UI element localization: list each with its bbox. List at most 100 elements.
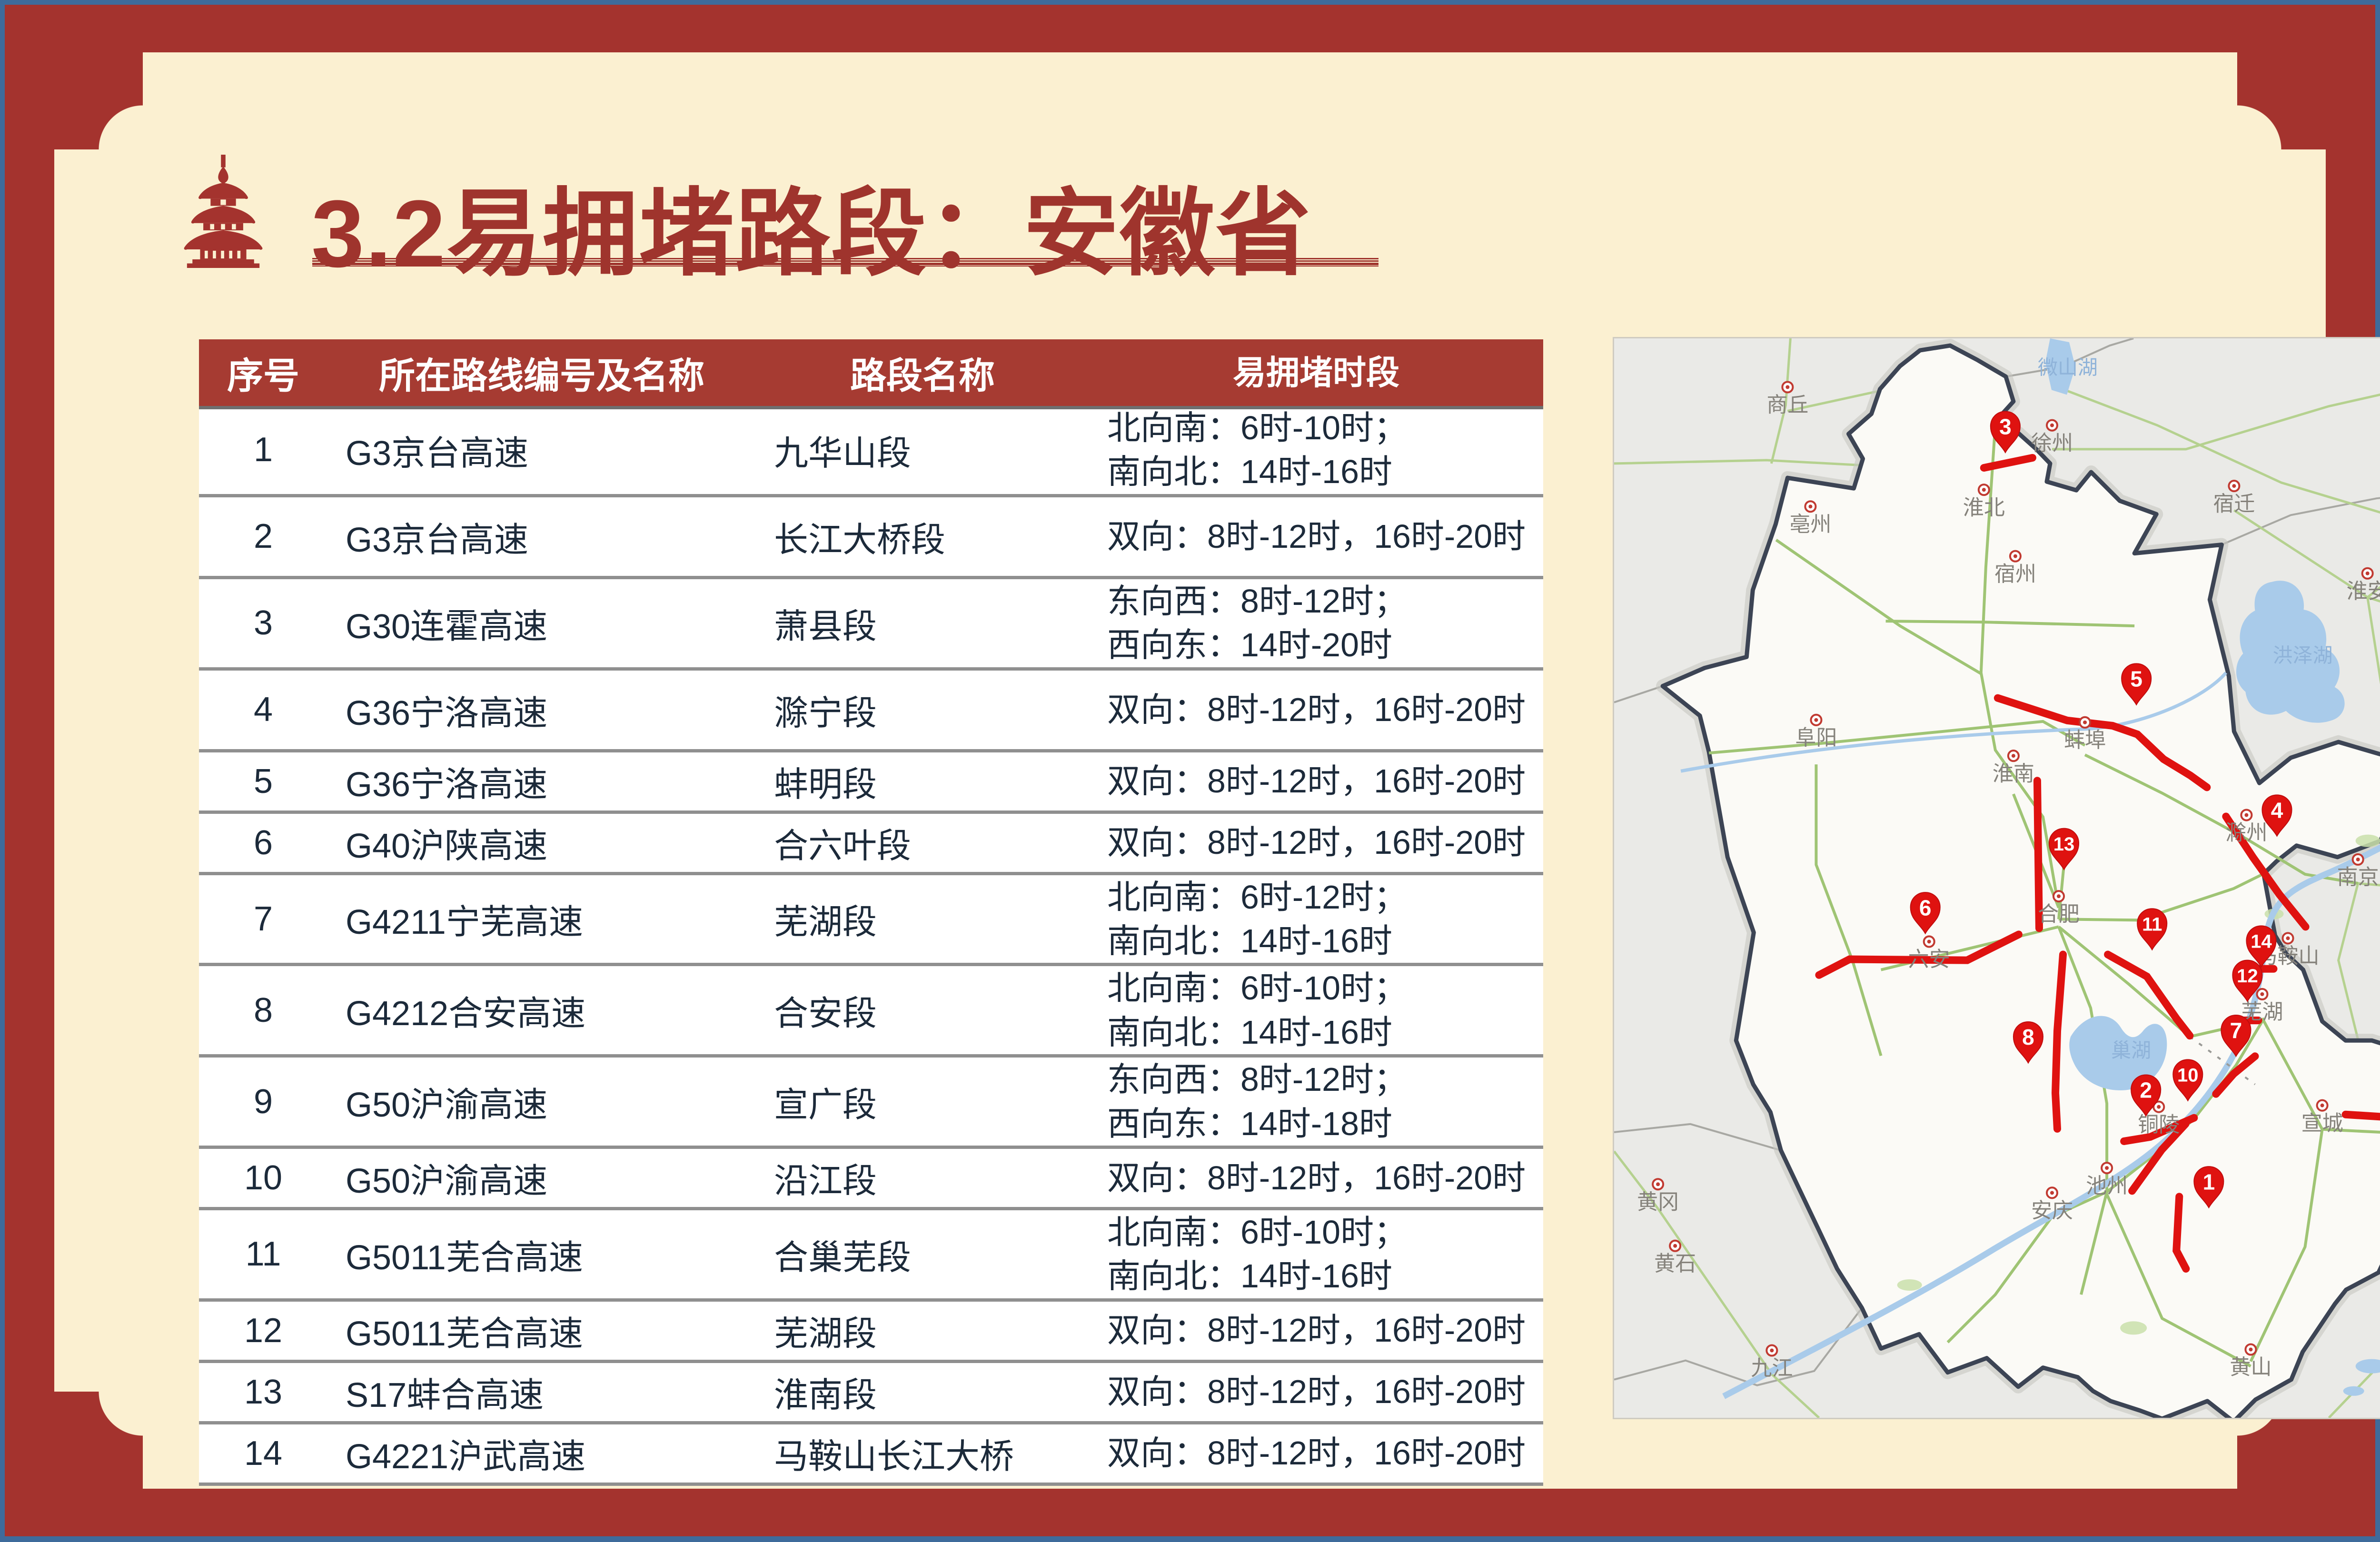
city-label: 宿州 [1994,563,2036,586]
pin-number: 5 [2130,667,2142,692]
map-city: 商丘 [1766,381,1808,417]
city-label: 黄冈 [1637,1190,1679,1214]
cell-no: 14 [244,1434,283,1473]
map-pin-1: 1 [2193,1166,2224,1209]
cell-section: 芜湖段 [774,903,877,942]
header-no: 序号 [227,356,299,396]
table-row: 6 G40沪陕高速 合六叶段 双向：8时-12时，16时-20时 [199,813,1543,875]
pin-number: 6 [1919,895,1932,920]
anhui-map: 商丘徐州连云港亳州淮北宿迁宿州淮安阜阳蚌埠淮南滁州扬州南京镇江合肥六安马鞍山芜湖… [1613,337,2380,1419]
map-city: 宿州 [1994,550,2036,586]
cell-section: 萧县段 [774,607,877,646]
cell-section: 长江大桥段 [774,521,946,559]
pin-number: 2 [2140,1078,2152,1103]
cell-route: G50沪渝高速 [346,1162,548,1201]
cell-section: 沿江段 [774,1162,877,1201]
city-label: 安庆 [2031,1199,2073,1222]
cell-no: 10 [244,1158,283,1197]
cell-route: S17蚌合高速 [346,1376,544,1415]
cell-section: 马鞍山长江大桥 [774,1438,1014,1476]
corner-ornament-bottom-left [54,1392,143,1489]
map-city: 淮安 [2347,567,2380,603]
map-pin-14: 14 [2246,925,2277,968]
city-label: 池州 [2086,1174,2128,1197]
map-pin-12: 12 [2232,959,2263,1002]
cell-route: G36宁洛高速 [346,694,548,732]
cell-no: 7 [253,900,273,938]
cell-time: 双向：8时-12时，16时-20时 [1107,1434,1526,1472]
city-label: 亳州 [1789,513,1831,536]
map-pin-10: 10 [2172,1059,2203,1102]
cell-time: 双向：8时-12时，16时-20时 [1107,518,1526,555]
cell-no: 8 [253,991,273,1029]
cell-section: 淮南段 [774,1376,877,1415]
city-label: 淮南 [1993,762,2034,785]
cell-route: G50沪渝高速 [346,1086,548,1125]
cell-section: 滁宁段 [774,694,877,732]
map-city: 宿迁 [2213,480,2255,515]
cell-time: 双向：8时-12时，16时-20时 [1107,1159,1526,1196]
pin-number: 3 [1999,415,2012,439]
cell-route: G3京台高速 [346,521,529,559]
city-label: 合肥 [2038,902,2080,926]
cell-time: 东向西：8时-12时； 西向东：14时-18时 [1107,1061,1408,1142]
page-title: 3.2易拥堵路段：安徽省 [311,181,1312,287]
cell-route: G4212合安高速 [346,995,586,1033]
chao-lake [2069,1016,2167,1090]
table-row: 11 G5011芜合高速 合巢芜段 北向南：6时-10时； 南向北：14时-16时 [199,1210,1543,1302]
cell-section: 芜湖段 [774,1315,877,1354]
city-label: 徐州 [2031,432,2073,455]
header-section: 路段名称 [850,356,995,396]
map-city: 淮南 [1993,750,2034,785]
map-pin-11: 11 [2137,908,2168,951]
city-label: 黄石 [1654,1252,1696,1275]
cell-time: 双向：8时-12时，16时-20时 [1107,762,1526,800]
header-route: 所在路线编号及名称 [379,356,704,396]
neighbor-borders [1614,338,2380,1386]
map-city: 淮北 [1963,484,2005,519]
cell-route: G5011芜合高速 [346,1238,583,1277]
cell-no: 9 [253,1082,273,1121]
cell-route: G36宁洛高速 [346,766,548,804]
title-underline [312,258,1378,267]
congestion-table: 序号 所在路线编号及名称 路段名称 易拥堵时段 1 G3京台高速 九华山段 北向南：6… [199,339,1543,1486]
map-city: 池州 [2086,1162,2128,1197]
header-time: 易拥堵时段 [1233,354,1399,391]
cell-section: 蚌明段 [774,766,877,804]
pagoda-icon [184,155,263,268]
cell-time: 双向：8时-12时，16时-20时 [1107,824,1526,861]
city-label: 蚌埠 [2064,729,2106,752]
cell-no: 13 [244,1373,283,1411]
map-pin-13: 13 [2048,828,2080,871]
corner-ornament-top-right [2237,52,2326,149]
map-city: 黄石 [1654,1239,1696,1275]
map-city: 马鞍山 [2256,932,2320,968]
pin-number: 12 [2237,966,2258,987]
pin-number: 1 [2203,1169,2215,1194]
map-canvas: 商丘徐州连云港亳州淮北宿迁宿州淮安阜阳蚌埠淮南滁州扬州南京镇江合肥六安马鞍山芜湖… [1614,338,2380,1418]
map-pin-8: 8 [2013,1021,2043,1064]
cell-no: 2 [253,517,273,556]
cell-time: 双向：8时-12时，16时-20时 [1107,691,1526,728]
cell-route: G5011芜合高速 [346,1315,583,1354]
cell-time: 北向南：6时-10时； 南向北：14时-16时 [1107,409,1408,491]
cell-no: 12 [244,1311,283,1350]
table-row: 13 S17蚌合高速 淮南段 双向：8时-12时，16时-20时 [199,1363,1543,1424]
city-label: 滁州 [2225,821,2267,845]
map-city: 亳州 [1789,500,1831,536]
map-city: 徐州 [2031,419,2073,455]
city-label: 九江 [1751,1357,1793,1380]
province-shape [1656,339,2380,1418]
table-row: 5 G36宁洛高速 蚌明段 双向：8时-12时，16时-20时 [199,752,1543,814]
map-pin-4: 4 [2261,794,2292,837]
cell-route: G3京台高速 [346,434,529,473]
map-city: 六安 [1908,935,1950,971]
cell-route: G4221沪武高速 [346,1438,586,1476]
cell-time: 北向南：6时-10时； 南向北：14时-16时 [1107,969,1408,1051]
map-city: 宣城 [2301,1099,2343,1135]
congested-road-segments [1815,454,2380,1273]
water-label: 洪泽湖 [2273,644,2333,666]
map-city: 铜陵 [2138,1100,2180,1137]
table-row: 2 G3京台高速 长江大桥段 双向：8时-12时，16时-20时 [199,497,1543,579]
cell-no: 11 [245,1235,281,1274]
